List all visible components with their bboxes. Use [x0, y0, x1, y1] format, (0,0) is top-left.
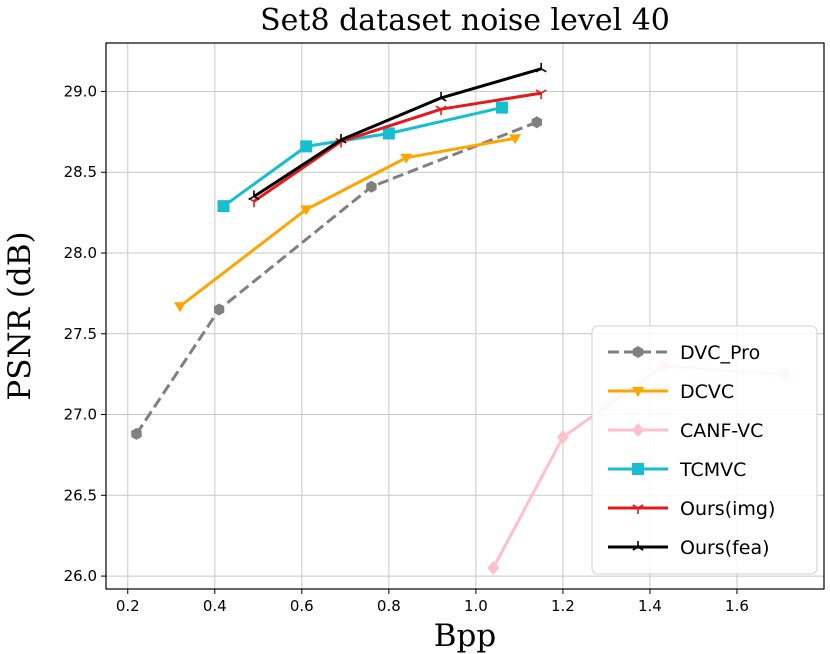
legend-item-dcvc: DCVC: [608, 381, 734, 403]
chart-title: Set8 dataset noise level 40: [260, 3, 670, 38]
legend-marker-dvc-pro: [632, 346, 644, 358]
legend-item-canf-vc: CANF-VC: [608, 420, 763, 442]
x-tick-label: 0.6: [290, 597, 314, 615]
legend-marker-ours-fea: [632, 541, 644, 551]
x-tick-label: 1.6: [725, 597, 749, 615]
legend-marker-dcvc: [632, 387, 644, 397]
x-tick-label: 0.8: [377, 597, 401, 615]
data-point-ours-fea-stroke: [340, 139, 347, 144]
x-tick-labels: 0.2 0.4 0.6 0.8 1.0 1.2 1.4 1.6: [116, 589, 749, 615]
legend-marker-tcmvc: [632, 463, 644, 475]
legend-marker-ours-img-stroke: [637, 504, 644, 509]
data-point-ours-fea: [435, 91, 447, 102]
series-line-tcmvc: [222, 106, 503, 208]
data-point-ours-img-stroke: [440, 105, 447, 110]
grid: [106, 43, 824, 589]
data-point-ours-fea-stroke: [248, 195, 255, 201]
data-point-dcvc: [400, 153, 413, 164]
x-tick-label: 1.0: [464, 597, 488, 615]
legend-box: [591, 325, 818, 575]
y-tick-label: 27.5: [64, 325, 97, 343]
series-line-dcvc: [179, 136, 516, 308]
y-tick-label: 26.5: [64, 486, 97, 504]
series-dvc-pro: [131, 116, 542, 440]
legend-label-ours-fea: Ours(fea): [680, 537, 770, 559]
y-tick-labels: 26.0 26.5 27.0 27.5 28.0 28.5 29.0: [64, 82, 106, 585]
legend-label-dvc-pro: DVC_Pro: [680, 342, 760, 364]
data-point-ours-fea-stroke: [440, 97, 447, 102]
legend-item-dvc-pro: DVC_Pro: [608, 342, 760, 364]
legend-marker-canf-vc: [632, 423, 644, 437]
y-tick-label: 29.0: [64, 82, 97, 100]
legend-marker-ours-fea-stroke: [632, 546, 639, 551]
data-point-dcvc: [173, 302, 186, 313]
data-point-canf-vc: [556, 430, 569, 445]
data-point-tcmvc: [217, 200, 230, 213]
x-axis-label: Bpp: [434, 618, 496, 654]
series-line-ours-img: [253, 91, 542, 203]
data-point-dcvc: [300, 205, 313, 216]
legend: DVC_Pro DCVC CANF-VC TCMVC Ours(img) Ours(fea…: [591, 325, 818, 575]
legend-label-tcmvc: TCMVC: [679, 459, 746, 481]
legend-label-canf-vc: CANF-VC: [680, 420, 763, 442]
plot-frame: [105, 42, 825, 590]
data-point-canf-vc: [487, 561, 500, 575]
y-tick-label: 28.0: [64, 244, 97, 262]
data-point-ours-fea: [535, 62, 547, 73]
data-point-tcmvc: [300, 140, 313, 153]
x-tick-label: 1.2: [551, 597, 575, 615]
legend-label-dcvc: DCVC: [680, 381, 734, 403]
data-point-ours-img: [435, 105, 447, 116]
data-point-ours-fea-stroke: [435, 97, 442, 102]
data-point-tcmvc: [382, 127, 395, 140]
data-point-ours-img: [535, 89, 547, 100]
data-point-dvc-pro: [366, 180, 377, 193]
series-ours-fea: [248, 62, 547, 201]
y-tick-label: 26.0: [64, 567, 97, 585]
data-point-ours-fea: [335, 133, 347, 144]
legend-item-ours-fea: Ours(fea): [608, 537, 770, 559]
legend-label-ours-img: Ours(img): [680, 498, 775, 520]
legend-marker-ours-img-stroke: [632, 504, 639, 509]
data-point-ours-img-stroke: [535, 89, 542, 94]
data-point-ours-img-stroke: [540, 89, 547, 94]
legend-marker-ours-img: [632, 504, 644, 514]
data-point-dvc-pro: [531, 116, 542, 129]
data-point-ours-fea-stroke: [335, 139, 342, 144]
data-point-dvc-pro: [213, 303, 225, 316]
data-point-ours-fea-stroke: [540, 68, 547, 73]
data-point-dvc-pro: [131, 427, 142, 440]
legend-item-ours-img: Ours(img): [608, 498, 775, 520]
y-tick-label: 28.5: [64, 163, 97, 181]
x-tick-label: 1.4: [638, 597, 662, 615]
y-axis-label: PSNR (dB): [2, 231, 38, 400]
data-point-tcmvc: [495, 101, 508, 114]
series-line-ours-fea: [253, 67, 542, 198]
x-tick-label: 0.2: [116, 597, 140, 615]
data-point-ours-fea: [248, 190, 260, 201]
data-point-ours-img-stroke: [435, 105, 442, 110]
series-dcvc: [173, 134, 522, 313]
data-point-ours-fea-stroke: [535, 68, 542, 73]
y-tick-label: 27.0: [64, 406, 97, 424]
legend-marker-ours-fea-stroke: [637, 546, 644, 551]
data-point-ours-fea-stroke: [253, 195, 260, 201]
data-point-dcvc: [509, 134, 522, 145]
series-line-dvc-pro: [135, 120, 538, 435]
x-tick-label: 0.4: [203, 597, 227, 615]
legend-item-tcmvc: TCMVC: [608, 459, 746, 481]
